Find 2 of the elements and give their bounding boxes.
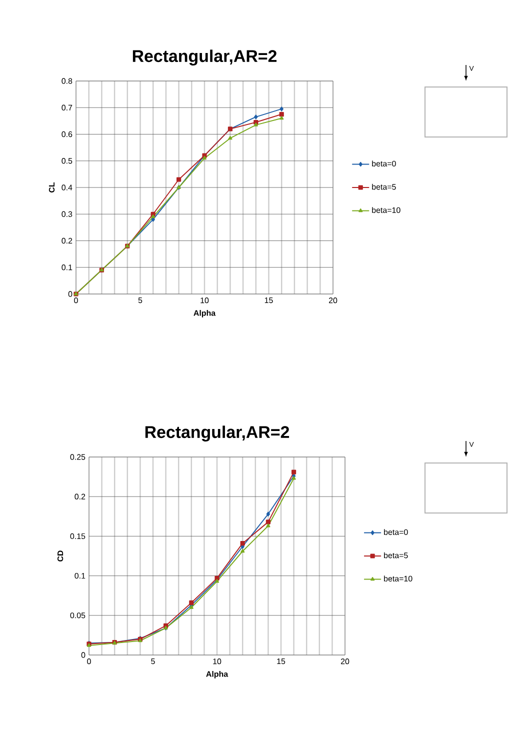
chart-title: Rectangular,AR=2 (145, 426, 290, 442)
chart-title: Rectangular,AR=2 (132, 50, 277, 66)
